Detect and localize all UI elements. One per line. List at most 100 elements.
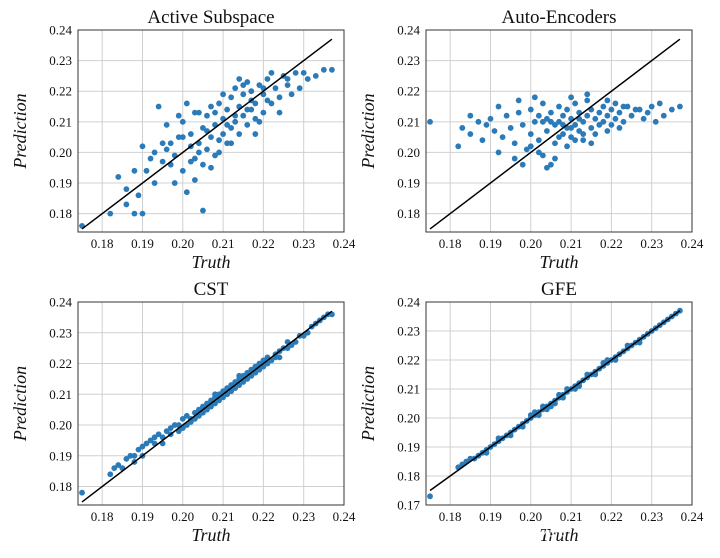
data-point	[544, 128, 550, 134]
data-point	[115, 462, 122, 468]
y-tick-label: 0.22	[397, 84, 420, 99]
y-axis-label: Prediction	[358, 366, 378, 442]
data-point	[224, 106, 231, 113]
data-point	[264, 97, 271, 104]
data-point	[228, 140, 235, 147]
identity-line	[81, 38, 333, 230]
data-point	[151, 149, 158, 156]
data-point	[204, 112, 210, 119]
x-tick-label: 0.24	[681, 509, 704, 524]
data-point	[216, 149, 222, 156]
x-tick-label: 0.22	[600, 236, 623, 251]
data-point	[131, 167, 138, 174]
data-point	[196, 149, 202, 156]
identity-line	[429, 310, 681, 492]
data-point	[208, 103, 214, 110]
data-point	[668, 106, 675, 113]
chart-panel-3: 0.18 0.19 0.20 0.21 0.22 0.23 0.24 0.18 0.19 0.20…	[10, 279, 356, 545]
data-point	[204, 146, 210, 153]
data-point	[519, 161, 526, 168]
data-point	[220, 91, 226, 98]
data-point	[320, 66, 327, 73]
data-point	[552, 121, 558, 128]
data-point	[548, 118, 554, 125]
data-point	[572, 121, 579, 128]
data-point	[147, 437, 154, 444]
data-point	[131, 210, 138, 217]
data-point	[272, 85, 279, 92]
data-point	[612, 115, 619, 122]
data-point	[455, 143, 462, 150]
data-point	[232, 118, 239, 125]
x-tick-label: 0.18	[439, 509, 462, 524]
data-point	[167, 425, 174, 432]
data-point	[252, 131, 259, 137]
data-point	[288, 91, 295, 98]
y-tick-label: 0.21	[397, 382, 420, 397]
x-tick-label: 0.21	[212, 509, 235, 524]
plot-frame	[77, 29, 345, 233]
data-point	[544, 115, 550, 122]
data-point	[123, 201, 130, 208]
data-point	[240, 82, 247, 88]
y-tick-label: 0.18	[397, 206, 420, 221]
data-point	[179, 415, 186, 422]
data-point	[467, 112, 474, 119]
plot-frame	[425, 29, 693, 233]
x-tick-label: 0.23	[640, 236, 663, 251]
data-point	[191, 155, 198, 162]
x-tick-label: 0.23	[292, 509, 315, 524]
x-axis-label: Truth	[539, 525, 578, 545]
data-point	[107, 471, 114, 478]
data-point	[268, 100, 275, 107]
x-tick-label: 0.20	[519, 509, 542, 524]
data-point	[531, 94, 538, 101]
identity-line	[429, 38, 681, 230]
data-point	[467, 131, 474, 137]
data-point	[548, 161, 554, 168]
data-point	[527, 143, 534, 150]
data-point	[240, 112, 247, 119]
data-point	[155, 103, 162, 110]
plot-frame	[425, 301, 693, 506]
data-point	[200, 161, 206, 168]
data-point	[479, 137, 486, 144]
data-point	[183, 100, 190, 107]
data-point	[588, 125, 595, 131]
data-point	[612, 100, 619, 107]
data-point	[220, 131, 226, 137]
data-point	[656, 100, 663, 107]
data-point	[208, 134, 214, 141]
y-axis-label: Prediction	[358, 93, 378, 169]
x-tick-label: 0.24	[333, 236, 356, 251]
data-point	[491, 128, 498, 134]
x-tick-label: 0.20	[171, 509, 194, 524]
x-tick-label: 0.24	[681, 236, 704, 251]
panel-title: Active Subspace	[147, 7, 274, 28]
data-point	[572, 137, 579, 144]
data-point	[427, 118, 433, 125]
data-point	[556, 134, 562, 141]
data-point	[284, 76, 291, 82]
y-tick-label: 0.21	[49, 114, 72, 129]
data-point	[519, 121, 526, 128]
data-point	[175, 134, 182, 141]
data-point	[183, 412, 190, 419]
panel-title: CST	[194, 279, 229, 300]
data-point	[187, 158, 194, 165]
y-axis-label: Prediction	[10, 93, 30, 169]
x-tick-label: 0.23	[640, 509, 663, 524]
data-point	[175, 112, 182, 119]
data-point	[224, 121, 231, 128]
data-point	[535, 137, 542, 144]
data-point	[216, 137, 222, 144]
identity-line	[81, 310, 333, 503]
data-point	[191, 109, 198, 116]
data-point	[648, 103, 655, 110]
plot-frame	[77, 301, 345, 506]
data-point	[556, 103, 562, 110]
data-point	[179, 134, 186, 141]
y-tick-label: 0.23	[49, 53, 72, 68]
data-point	[660, 112, 667, 119]
data-point	[560, 112, 566, 119]
